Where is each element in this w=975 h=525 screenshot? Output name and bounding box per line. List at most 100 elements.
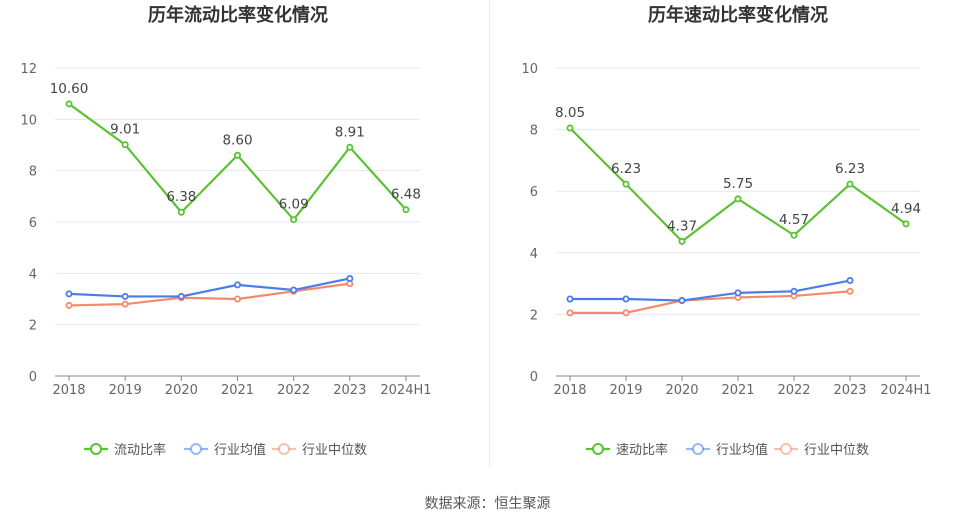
data-point — [65, 290, 73, 298]
legend-item: 行业中位数 — [774, 443, 869, 458]
data-label: 8.60 — [222, 132, 252, 148]
data-label: 6.38 — [166, 189, 196, 205]
x-tick-label: 2023 — [333, 383, 366, 398]
legend-label: 行业均值 — [716, 442, 768, 458]
chart-title: 历年速动比率变化情况 — [648, 4, 828, 26]
x-tick-label: 2018 — [553, 383, 586, 398]
data-label: 4.94 — [891, 201, 921, 217]
source-note: 数据来源：恒生聚源 — [424, 496, 551, 512]
data-point — [846, 277, 854, 285]
legend-swatch-marker — [190, 443, 202, 455]
legend-label: 行业中位数 — [302, 443, 367, 458]
legend-item: 行业中位数 — [272, 443, 367, 458]
data-point — [846, 180, 854, 188]
data-point — [790, 231, 798, 239]
data-point — [622, 309, 630, 317]
chart-title: 历年流动比率变化情况 — [148, 4, 328, 26]
data-point — [678, 297, 686, 305]
y-tick-label: 6 — [29, 216, 37, 231]
data-label: 10.60 — [50, 81, 89, 97]
data-point — [65, 301, 73, 309]
data-point — [233, 281, 241, 289]
x-tick-label: 2020 — [665, 383, 698, 398]
x-tick-label: 2021 — [221, 383, 254, 398]
data-point — [846, 287, 854, 295]
series-line — [570, 279, 851, 302]
data-label: 9.01 — [110, 122, 140, 138]
data-point — [678, 237, 686, 245]
data-label: 4.37 — [667, 218, 697, 234]
y-tick-label: 4 — [530, 247, 538, 262]
legend-item: 流动比率 — [84, 442, 166, 458]
data-label: 5.75 — [723, 176, 753, 192]
x-tick-label: 2021 — [721, 383, 754, 398]
x-tick-label: 2019 — [109, 383, 142, 398]
legend-item: 行业均值 — [686, 442, 768, 458]
x-tick-label: 2022 — [777, 383, 810, 398]
legend-swatch-marker — [90, 443, 102, 455]
data-point — [290, 216, 298, 224]
legend-label: 流动比率 — [114, 442, 166, 458]
legend-label: 行业中位数 — [804, 443, 869, 458]
y-tick-label: 8 — [530, 124, 538, 139]
quick-ratio-chart: 历年速动比率变化情况 0 2 4 6 8 10 2018 2019 2020 2021 2022 202… — [521, 4, 931, 458]
data-label: 8.05 — [555, 105, 585, 121]
legend-swatch-marker — [692, 443, 704, 455]
data-point — [290, 286, 298, 294]
x-tick-label: 2023 — [833, 383, 866, 398]
series-line — [69, 282, 350, 307]
legend-item: 行业均值 — [184, 442, 266, 458]
data-point — [233, 151, 241, 159]
y-tick-label: 6 — [530, 185, 538, 200]
legend-item: 速动比率 — [586, 442, 668, 458]
data-point — [622, 180, 630, 188]
data-point — [177, 208, 185, 216]
current-ratio-chart: 历年流动比率变化情况 0 2 4 6 8 10 12 2018 2019 2020 2021 2022 2… — [20, 4, 431, 458]
data-point — [65, 100, 73, 108]
data-point — [177, 292, 185, 300]
x-tick-label: 2024H1 — [380, 383, 431, 398]
legend-label: 行业均值 — [214, 442, 266, 458]
data-point — [902, 220, 910, 228]
data-point — [402, 206, 410, 214]
data-point — [566, 124, 574, 132]
x-tick-label: 2022 — [277, 383, 310, 398]
data-point — [734, 195, 742, 203]
data-point — [790, 287, 798, 295]
data-point — [622, 295, 630, 303]
data-point — [346, 143, 354, 151]
data-label: 4.57 — [779, 212, 809, 228]
x-tick-label: 2018 — [52, 383, 85, 398]
y-tick-label: 8 — [29, 165, 37, 180]
data-point — [121, 141, 129, 149]
data-label: 6.48 — [391, 187, 421, 203]
legend-swatch-marker — [592, 443, 604, 455]
data-point — [566, 309, 574, 317]
data-point — [121, 300, 129, 308]
y-tick-label: 2 — [530, 308, 538, 323]
data-point — [346, 274, 354, 282]
data-label: 6.09 — [279, 197, 309, 213]
data-label: 8.91 — [335, 124, 365, 140]
data-label: 6.23 — [611, 161, 641, 177]
legend-swatch-marker — [278, 443, 290, 455]
data-point — [566, 295, 574, 303]
series-line — [570, 290, 851, 314]
x-tick-label: 2020 — [165, 383, 198, 398]
x-tick-label: 2024H1 — [880, 383, 931, 398]
data-label: 6.23 — [835, 161, 865, 177]
y-tick-label: 2 — [29, 319, 37, 334]
y-tick-label: 10 — [521, 62, 538, 77]
y-tick-label: 12 — [20, 62, 37, 77]
data-point — [734, 289, 742, 297]
data-point — [233, 295, 241, 303]
y-tick-label: 0 — [29, 370, 37, 385]
y-tick-label: 0 — [530, 370, 538, 385]
data-point — [121, 292, 129, 300]
x-tick-label: 2019 — [609, 383, 642, 398]
y-tick-label: 4 — [29, 267, 37, 282]
series-line — [68, 277, 351, 298]
legend-swatch-marker — [780, 443, 792, 455]
chart-divider — [489, 0, 490, 468]
